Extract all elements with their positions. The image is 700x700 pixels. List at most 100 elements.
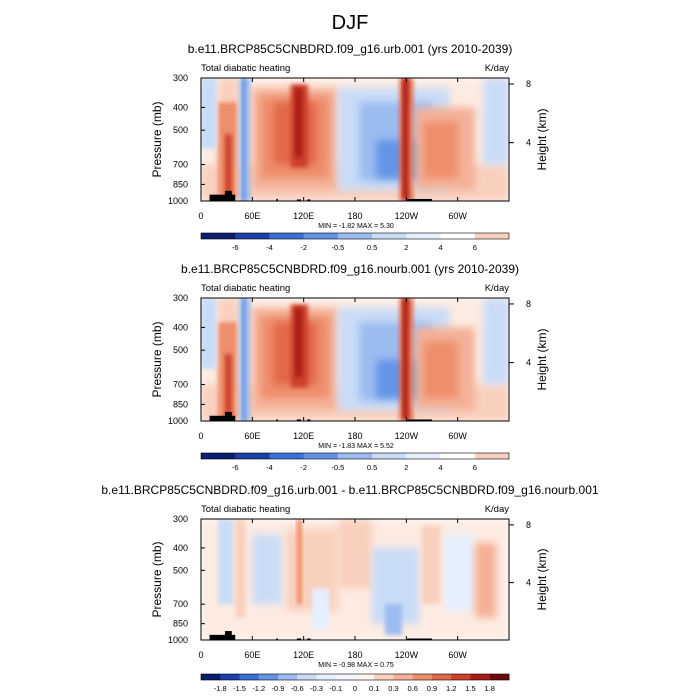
x-tick-label: 120E	[293, 431, 314, 441]
topography-mask	[276, 638, 278, 640]
y2-tick-label: 8	[526, 79, 531, 89]
heatmap-region	[218, 519, 234, 605]
colorbar-label: -6	[232, 463, 239, 472]
y-tick-label: 300	[173, 293, 188, 303]
topography-mask	[296, 419, 302, 421]
colorbar-swatch	[374, 674, 394, 680]
colorbar-swatch	[474, 453, 510, 459]
panel-right-label: K/day	[485, 283, 510, 294]
heatmap-region	[444, 534, 475, 612]
heatmap-region	[224, 354, 232, 420]
x-tick-label: 180	[347, 211, 362, 221]
x-tick-label: 60E	[244, 431, 260, 441]
y-tick-label: 400	[173, 322, 188, 332]
min-max-stats: MIN = -1.83 MAX = 5.52	[318, 443, 394, 450]
panel-left-label: Total diabatic heating	[201, 283, 290, 294]
y-tick-label: 300	[173, 514, 188, 524]
colorbar-label: -6	[232, 243, 239, 252]
colorbar-label: -0.5	[331, 463, 344, 472]
topography-mask	[307, 638, 311, 640]
topography-mask	[224, 411, 232, 421]
heatmap-field	[201, 519, 509, 640]
topography-mask	[224, 631, 232, 640]
colorbar-swatch	[406, 233, 441, 239]
y-tick-label: 850	[173, 619, 188, 629]
topography-mask	[209, 415, 236, 421]
y-tick-label: 500	[173, 345, 188, 355]
heatmap-region	[337, 519, 373, 589]
colorbar-label: -0.3	[310, 684, 323, 693]
x-tick-label: 60W	[448, 650, 467, 660]
colorbar-label: -2	[300, 243, 307, 252]
y-tick-label: 500	[173, 565, 188, 575]
colorbar-swatch	[440, 233, 476, 239]
x-tick-label: 180	[347, 431, 362, 441]
heatmap-region	[201, 298, 217, 369]
heatmap-region	[295, 307, 302, 377]
topography-mask	[307, 419, 311, 421]
colorbar-label: -4	[266, 463, 273, 472]
colorbar-swatch	[355, 674, 375, 680]
colorbar-label: 4	[438, 463, 442, 472]
y-axis-label: Pressure (mb)	[150, 321, 164, 397]
page-title: DJF	[331, 12, 369, 34]
colorbar-label: -0.6	[291, 684, 304, 693]
x-tick-label: 60E	[244, 211, 260, 221]
colorbar-label: -1.5	[233, 684, 246, 693]
y2-axis-label: Height (km)	[535, 328, 549, 390]
y-tick-label: 400	[173, 543, 188, 553]
colorbar-label: 0.6	[408, 684, 418, 693]
colorbar-swatch	[372, 233, 407, 239]
topography-mask	[407, 419, 432, 421]
colorbar-swatch	[489, 674, 510, 680]
x-tick-label: 120E	[293, 650, 314, 660]
colorbar-swatch	[337, 233, 373, 239]
topography-mask	[307, 199, 311, 201]
colorbar-label: 6	[473, 243, 477, 252]
y-tick-label: 700	[173, 599, 188, 609]
colorbar-swatch	[220, 674, 240, 680]
panel-title: b.e11.BRCP85C5CNBDRD.f09_g16.nourb.001 (…	[181, 262, 519, 276]
x-tick-label: 60W	[448, 431, 467, 441]
heatmap-region	[201, 78, 217, 149]
colorbar-label: 0.5	[367, 463, 377, 472]
x-tick-label: 0	[198, 431, 203, 441]
colorbar-label: 0.9	[427, 684, 437, 693]
heatmap-field	[201, 298, 509, 421]
colorbar-swatch	[303, 233, 339, 239]
colorbar: -6 -4 -2 -0.5 0.5 2 4 6	[200, 232, 510, 252]
heatmap-region	[384, 604, 403, 635]
x-tick-label: 180	[347, 650, 362, 660]
x-tick-label: 120W	[395, 650, 419, 660]
x-tick-label: 120W	[395, 431, 419, 441]
colorbar-label: 2	[404, 243, 408, 252]
y-tick-label: 700	[173, 160, 188, 170]
heatmap-field	[201, 78, 509, 201]
colorbar-label: -0.1	[329, 684, 342, 693]
y2-tick-label: 4	[526, 138, 531, 148]
y-axis-label: Pressure (mb)	[150, 541, 164, 617]
heatmap-region	[252, 534, 283, 605]
colorbar: -1.8 -1.5 -1.2 -0.9 -0.6 -0.3 -0.1 0 0.1 0.3 0.6 0.…	[200, 673, 510, 693]
heatmap-region	[423, 341, 458, 399]
y-tick-label: 500	[173, 125, 188, 135]
heatmap-region	[421, 525, 441, 605]
colorbar-label: -2	[300, 463, 307, 472]
y2-axis-label: Height (km)	[535, 548, 549, 610]
colorbar-swatch	[297, 674, 317, 680]
topography-mask	[224, 190, 232, 201]
y-axis-label: Pressure (mb)	[150, 101, 164, 177]
colorbar-label: -0.9	[272, 684, 285, 693]
heatmap-region	[235, 519, 246, 618]
colorbar-swatch	[201, 233, 236, 239]
panel-right-label: K/day	[485, 63, 510, 74]
y-tick-label: 400	[173, 102, 188, 112]
colorbar-label: 1.8	[485, 684, 495, 693]
colorbar-swatch	[269, 233, 304, 239]
colorbar-label: 2	[404, 463, 408, 472]
topography-mask	[276, 198, 278, 201]
colorbar-swatch	[335, 674, 356, 680]
colorbar-swatch	[393, 674, 414, 680]
colorbar-label: -1.2	[252, 684, 265, 693]
